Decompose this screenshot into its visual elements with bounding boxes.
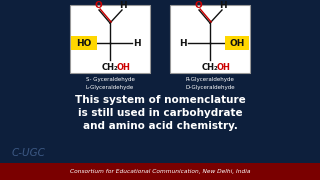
Text: C-UGC: C-UGC [11, 148, 45, 158]
Text: 2: 2 [214, 66, 218, 71]
Bar [170, 5, 250, 73]
Text: L-Glyceraldehyde: L-Glyceraldehyde [86, 85, 134, 90]
Bar [225, 36, 249, 50]
Text: H: H [179, 39, 187, 48]
Text: OH: OH [229, 39, 245, 48]
Text: H: H [133, 39, 141, 48]
Bar [70, 5, 150, 73]
Text: OH: OH [117, 62, 131, 71]
Text: H: H [119, 1, 127, 10]
Text: CH: CH [202, 62, 214, 71]
Text: is still used in carbohydrate: is still used in carbohydrate [78, 108, 242, 118]
Text: R-Glyceraldehyde: R-Glyceraldehyde [186, 77, 235, 82]
Text: O: O [194, 1, 202, 10]
Text: H: H [219, 1, 227, 10]
Text: S- Gyceraldehyde: S- Gyceraldehyde [85, 77, 134, 82]
Text: OH: OH [217, 62, 231, 71]
Text: O: O [94, 1, 102, 10]
Bar [71, 36, 97, 50]
Text: and amino acid chemistry.: and amino acid chemistry. [83, 121, 237, 131]
Text: 2: 2 [114, 66, 118, 71]
Text: D-Glyceraldehyde: D-Glyceraldehyde [185, 85, 235, 90]
Text: HO: HO [76, 39, 92, 48]
Text: CH: CH [101, 62, 115, 71]
Bar [0, 163, 320, 180]
Text: This system of nomenclature: This system of nomenclature [75, 95, 245, 105]
Text: Consortium for Educational Communication, New Delhi, India: Consortium for Educational Communication… [70, 169, 250, 174]
